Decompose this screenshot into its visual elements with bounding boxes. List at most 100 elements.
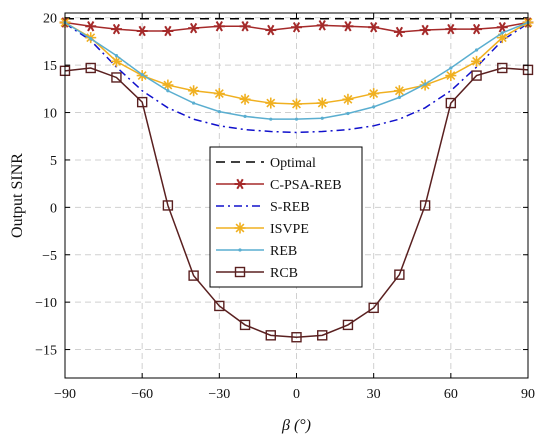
point-isvpe <box>316 97 328 109</box>
y-tick-label: 20 <box>43 12 57 27</box>
point-rcb <box>342 319 354 331</box>
point-isvpe <box>110 55 122 67</box>
point-reb <box>269 117 273 121</box>
point-rcb <box>188 270 199 281</box>
series-s-reb <box>64 22 529 134</box>
series-line-s-reb <box>64 22 529 134</box>
series-rcb <box>59 62 534 343</box>
point-reb <box>423 82 427 86</box>
legend-box <box>209 146 363 288</box>
point-c-psa-reb <box>393 26 405 38</box>
series-reb <box>63 20 530 121</box>
point-isvpe <box>162 79 174 91</box>
point-reb <box>397 95 401 99</box>
point-reb <box>294 117 299 121</box>
point-c-psa-reb <box>342 21 354 32</box>
point-isvpe <box>188 85 200 97</box>
point-rcb <box>445 97 457 109</box>
legend-label: ISVPE <box>270 222 309 237</box>
legend-label: RCB <box>270 266 298 281</box>
point-c-psa-reb <box>188 22 200 34</box>
legend-label: Optimal <box>270 156 316 171</box>
y-tick-label: −15 <box>35 344 57 359</box>
x-tick-label: −60 <box>131 387 153 402</box>
point-c-psa-reb <box>162 25 174 37</box>
legend-item-isvpe: ISVPE <box>216 222 309 237</box>
point-rcb <box>85 62 96 74</box>
point-isvpe <box>393 85 405 97</box>
point-isvpe <box>471 55 483 67</box>
legend: Optimal C-PSA-REB S-REB ISVPE REB RCB <box>209 146 363 288</box>
legend-item-optimal: Optimal <box>216 156 316 171</box>
point-c-psa-reb <box>265 24 277 36</box>
point-reb <box>89 36 93 41</box>
point-reb <box>114 54 119 58</box>
point-c-psa-reb <box>316 20 328 31</box>
point-reb <box>166 89 170 93</box>
y-tick-label: −10 <box>35 296 57 311</box>
y-axis-title: Output SINR <box>9 153 26 238</box>
point-rcb <box>111 72 122 83</box>
point-rcb <box>497 62 508 74</box>
point-reb <box>217 109 221 114</box>
legend-item-rcb: RCB <box>216 266 298 281</box>
legend-marker <box>238 248 242 252</box>
y-tick-label: 0 <box>50 201 57 216</box>
point-rcb <box>317 330 328 341</box>
point-c-psa-reb <box>419 24 431 36</box>
point-rcb <box>214 300 225 312</box>
y-tick-label: 10 <box>43 107 57 122</box>
point-c-psa-reb <box>213 21 225 32</box>
point-isvpe <box>239 93 251 105</box>
point-reb <box>243 114 247 118</box>
point-c-psa-reb <box>445 23 457 35</box>
point-c-psa-reb <box>291 21 302 33</box>
series-line-rcb <box>64 67 529 338</box>
point-reb <box>500 31 504 35</box>
x-axis-title: β (°) <box>281 417 311 434</box>
point-reb <box>320 116 324 120</box>
point-reb <box>346 111 350 116</box>
point-rcb <box>394 269 405 280</box>
x-tick-label: −90 <box>54 387 76 402</box>
tick-labels: −90 −60 −30 0 30 60 90 −15 −10 −5 0 5 10 15 20 <box>35 12 535 402</box>
x-tick-label: 90 <box>521 387 535 402</box>
legend-item-reb: REB <box>216 244 297 259</box>
point-isvpe <box>342 93 354 105</box>
legend-marker <box>234 266 246 278</box>
point-c-psa-reb <box>368 21 380 33</box>
point-c-psa-reb <box>496 21 508 33</box>
point-rcb <box>265 330 276 341</box>
point-rcb <box>291 332 302 343</box>
point-isvpe <box>291 98 302 110</box>
ticks <box>64 13 529 378</box>
point-c-psa-reb <box>239 21 251 32</box>
x-tick-label: 30 <box>367 387 381 402</box>
point-isvpe <box>445 70 457 82</box>
point-rcb <box>471 70 482 81</box>
legend-label: REB <box>270 244 297 259</box>
legend-marker <box>234 178 246 190</box>
point-rcb <box>368 302 379 314</box>
series-c-psa-reb <box>59 17 534 38</box>
legend-item-s-reb: S-REB <box>216 200 310 215</box>
legend-label: S-REB <box>270 200 310 215</box>
series-layer <box>59 16 534 343</box>
x-tick-label: 60 <box>444 387 458 402</box>
point-c-psa-reb <box>471 23 483 35</box>
legend-marker <box>234 222 246 234</box>
point-c-psa-reb <box>110 23 122 35</box>
point-reb <box>474 48 479 52</box>
point-c-psa-reb <box>85 21 97 32</box>
series-isvpe <box>59 16 534 110</box>
y-tick-label: 15 <box>43 59 57 74</box>
y-tick-label: 5 <box>50 154 57 169</box>
point-rcb <box>136 96 148 108</box>
legend-label: C-PSA-REB <box>270 178 342 193</box>
point-reb <box>192 101 196 105</box>
x-tick-label: −30 <box>208 387 230 402</box>
point-isvpe <box>213 88 225 100</box>
point-rcb <box>239 319 251 331</box>
point-reb <box>140 73 144 77</box>
